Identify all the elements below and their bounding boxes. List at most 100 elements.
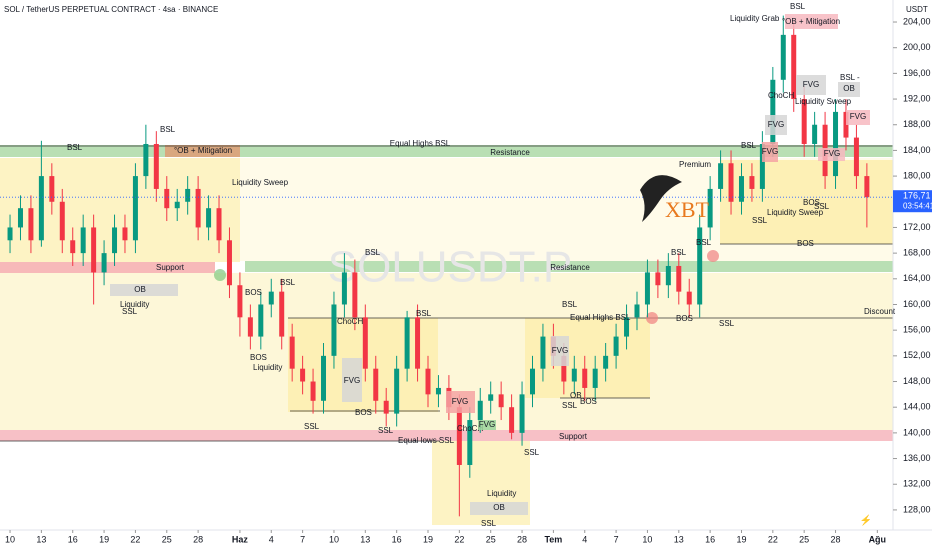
candle-body bbox=[352, 272, 358, 318]
y-tick-label: 136,00 bbox=[903, 453, 931, 463]
annotation: Equal Highs BSL bbox=[570, 313, 631, 322]
x-tick-label: 25 bbox=[486, 534, 496, 544]
candle-body bbox=[509, 407, 515, 433]
zone bbox=[720, 160, 893, 244]
candle-body bbox=[321, 355, 327, 401]
logo: XBT bbox=[640, 175, 710, 222]
annotation-box bbox=[796, 75, 826, 95]
annotation: Discount bbox=[864, 307, 896, 316]
candle-body bbox=[226, 240, 232, 286]
candle-body bbox=[101, 253, 107, 273]
candle-body bbox=[132, 176, 138, 241]
candle-body bbox=[738, 176, 744, 202]
annotation: Liquidity Grab bbox=[730, 14, 780, 23]
annotation-box bbox=[342, 358, 362, 402]
candle-body bbox=[247, 317, 253, 337]
x-tick-label: 13 bbox=[360, 534, 370, 544]
candle-body bbox=[582, 368, 588, 388]
candle-body bbox=[624, 317, 630, 337]
y-tick-label: 192,00 bbox=[903, 93, 931, 103]
annotation: BSL bbox=[67, 143, 83, 152]
y-tick-label: 164,00 bbox=[903, 273, 931, 283]
candle-body bbox=[728, 163, 734, 202]
chart-title: SOL / TetherUS PERPETUAL CONTRACT · 4sa … bbox=[4, 5, 218, 14]
annotation: °OB + Mitigation bbox=[174, 146, 232, 155]
x-tick-label: 22 bbox=[768, 534, 778, 544]
annotation: ChoCH bbox=[768, 91, 794, 100]
candle-body bbox=[488, 394, 494, 401]
candle-body bbox=[749, 176, 755, 189]
annotation: SSL bbox=[304, 422, 320, 431]
annotation: BOS bbox=[250, 353, 267, 362]
plot: BSL BSL °OB + Mitigation Equal Highs BSL Res… bbox=[0, 2, 896, 528]
alert-icon[interactable]: ⚡ bbox=[860, 514, 872, 527]
annotation: Liquidity bbox=[487, 489, 516, 498]
last-price-label: 176,71 bbox=[903, 191, 931, 201]
candle-body bbox=[435, 387, 441, 395]
annotation: BSL bbox=[790, 2, 806, 11]
x-tick-label: 28 bbox=[831, 534, 841, 544]
y-tick-label: 188,00 bbox=[903, 119, 931, 129]
marker bbox=[646, 312, 658, 324]
annotation: SSL bbox=[719, 319, 735, 328]
candle-body bbox=[49, 176, 55, 202]
annotation: Liquidity bbox=[120, 300, 149, 309]
annotation: Liquidity Sweep bbox=[767, 208, 824, 217]
candle-body bbox=[237, 285, 243, 318]
candle-body bbox=[289, 336, 295, 369]
candle-body bbox=[467, 420, 473, 465]
countdown: 03:54:41 bbox=[903, 201, 932, 210]
annotation: SSL bbox=[562, 401, 578, 410]
candle-body bbox=[770, 79, 776, 144]
annotation: BSL bbox=[365, 248, 381, 257]
candle-body bbox=[153, 143, 159, 189]
candle-body bbox=[843, 111, 849, 138]
candle-body bbox=[529, 368, 535, 395]
last-price-box bbox=[893, 190, 932, 213]
x-tick-label: 22 bbox=[454, 534, 464, 544]
logo-text: XBT bbox=[665, 197, 710, 222]
x-tick-label: 13 bbox=[674, 534, 684, 544]
x-tick-label: 10 bbox=[642, 534, 652, 544]
annotation: FVG bbox=[552, 346, 568, 355]
candle-body bbox=[112, 227, 118, 254]
candle-body bbox=[216, 208, 222, 241]
x-tick-label: 7 bbox=[300, 534, 305, 544]
y-tick-label: 156,00 bbox=[903, 325, 931, 335]
annotation: Liquidity Sweep bbox=[232, 178, 289, 187]
candle-body bbox=[697, 227, 703, 305]
annotation: BSL bbox=[416, 309, 432, 318]
annotation: BOS bbox=[803, 198, 820, 207]
y-tick-label: 168,00 bbox=[903, 248, 931, 258]
annotation: BSL bbox=[562, 300, 578, 309]
candle-body bbox=[571, 368, 577, 382]
candle-body bbox=[206, 208, 212, 228]
x-tick-label: 16 bbox=[392, 534, 402, 544]
annotation: BOS bbox=[676, 314, 693, 323]
x-tick-label: Ağu bbox=[869, 534, 887, 544]
annotation-box bbox=[762, 142, 778, 162]
candle-body bbox=[383, 400, 389, 414]
annotation-box bbox=[446, 391, 475, 413]
x-tick-label: 16 bbox=[68, 534, 78, 544]
candle-body bbox=[425, 368, 431, 395]
x-tick-label: 7 bbox=[614, 534, 619, 544]
zone bbox=[525, 318, 650, 398]
candle-body bbox=[665, 265, 671, 286]
support-zone bbox=[0, 262, 215, 273]
x-tick-label: 4 bbox=[582, 534, 587, 544]
x-tick-label: 19 bbox=[99, 534, 109, 544]
annotation: FVG bbox=[803, 80, 819, 89]
candle-body bbox=[456, 407, 462, 465]
annotation: OB bbox=[570, 391, 582, 400]
candle-body bbox=[833, 111, 839, 177]
annotation: SSL bbox=[122, 307, 138, 316]
annotation: BSL bbox=[160, 125, 176, 134]
annotation: FVG bbox=[850, 112, 866, 121]
annotation: BOS bbox=[580, 397, 597, 406]
x-tick-label: 22 bbox=[130, 534, 140, 544]
annotation: BSL bbox=[696, 238, 712, 247]
candle-body bbox=[70, 240, 76, 254]
candle-body bbox=[780, 34, 786, 80]
